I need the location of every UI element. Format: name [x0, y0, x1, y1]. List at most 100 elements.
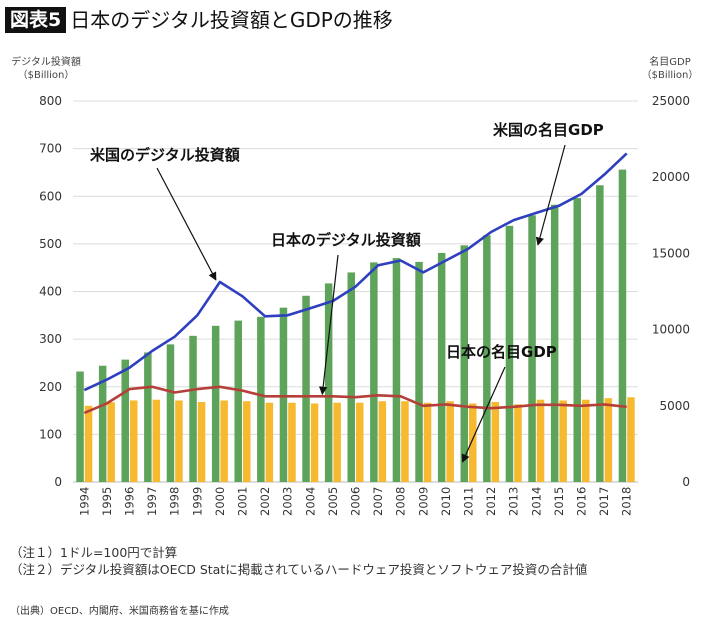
bar-us-gdp	[257, 316, 265, 482]
x-tick-label: 2001	[236, 487, 250, 516]
bar-us-gdp	[144, 352, 152, 482]
x-tick-label: 2000	[213, 487, 227, 516]
bar-us-gdp	[573, 198, 581, 482]
x-tick-label: 1999	[190, 487, 204, 516]
title-row: 図表5 日本のデジタル投資額とGDPの推移	[5, 6, 393, 34]
x-tick-label: 2017	[597, 487, 611, 516]
x-tick-label: 2003	[281, 487, 295, 516]
left-axis-title-line1: デジタル投資額	[11, 57, 81, 68]
x-tick-label: 2005	[326, 487, 340, 516]
bar-us-gdp	[528, 215, 536, 483]
chart: 0 100 200 300 400 500 600 700 800 0 5000 10000 1500…	[39, 94, 690, 516]
x-tick-label: 2006	[349, 487, 363, 516]
x-tick-label: 1995	[100, 487, 114, 516]
left-tick-label: 400	[39, 285, 62, 299]
left-tick-label: 800	[39, 94, 62, 108]
annotation-us-digital-investment-arrow	[156, 167, 217, 281]
bar-us-gdp	[370, 262, 378, 482]
x-tick-label: 2015	[552, 487, 566, 516]
bar-japan-gdp	[130, 400, 138, 482]
x-axis-labels: 1994 1995 1996 1997 1998 1999 2000 2001 2002 2003…	[77, 487, 633, 516]
bar-japan-gdp	[627, 397, 635, 482]
note-1: （注１）1ドル=100円で計算	[10, 545, 178, 560]
annotation-japan-gdp-arrow	[461, 366, 506, 463]
annotation-us-gdp-arrow	[535, 144, 566, 246]
right-axis-title-line1: 名目GDP	[649, 57, 691, 68]
line-us-digital-investment	[83, 152, 628, 392]
bar-us-gdp	[211, 325, 220, 482]
bar-japan-gdp	[536, 399, 545, 482]
bar-japan-gdp	[469, 403, 477, 482]
bar-japan-gdp	[582, 399, 590, 482]
left-tick-label: 700	[39, 142, 62, 156]
right-axis-ticks: 0 5000 10000 15000 20000 25000	[652, 94, 690, 489]
x-tick-label: 2012	[484, 487, 498, 516]
bar-japan-gdp	[220, 400, 228, 482]
x-tick-label: 2014	[529, 487, 543, 516]
annotation-us-gdp-label: 米国の名目GDP	[493, 121, 604, 139]
bar-us-gdp	[392, 258, 401, 482]
bar-us-gdp	[618, 169, 627, 482]
bar-us-gdp	[302, 295, 310, 482]
bar-us-gdp	[347, 272, 355, 482]
left-tick-label: 100	[39, 427, 62, 441]
figure-badge: 図表5	[5, 7, 67, 33]
bar-us-gdp	[415, 261, 423, 482]
bar-japan-gdp	[288, 402, 296, 482]
bar-us-gdp	[324, 283, 333, 482]
bar-japan-gdp	[559, 400, 567, 482]
right-tick-label: 10000	[652, 323, 690, 337]
bar-japan-gdp	[604, 398, 613, 482]
bars	[76, 169, 635, 483]
bar-japan-gdp	[175, 400, 183, 482]
x-tick-label: 1998	[168, 487, 182, 516]
right-axis-title: 名目GDP （$Billion）	[634, 56, 706, 82]
line-japan-digital-investment	[83, 385, 627, 415]
left-tick-label: 600	[39, 189, 62, 203]
left-axis-title: デジタル投資額 （$Billion）	[6, 56, 86, 82]
bar-japan-gdp	[310, 403, 319, 482]
x-tick-label: 1996	[123, 487, 137, 516]
left-tick-label: 200	[39, 380, 62, 394]
right-tick-label: 15000	[652, 246, 690, 260]
annotation-japan-gdp-label: 日本の名目GDP	[446, 343, 557, 361]
right-tick-label: 25000	[652, 94, 690, 108]
left-tick-label: 500	[39, 237, 62, 251]
x-tick-label: 1997	[145, 487, 159, 516]
bar-japan-gdp	[356, 402, 364, 482]
annotation-us-digital-investment-label: 米国のデジタル投資額	[90, 146, 240, 164]
bar-japan-gdp	[84, 405, 93, 482]
annotation-japan-digital-investment-arrow	[318, 254, 339, 396]
x-tick-label: 2018	[620, 487, 634, 516]
bar-us-gdp	[76, 371, 84, 482]
bar-us-gdp	[437, 252, 446, 482]
note-2: （注２）デジタル投資額はOECD Statに掲載されているハードウェア投資とソフ…	[10, 562, 588, 577]
left-axis-title-line2: （$Billion）	[17, 70, 75, 81]
x-tick-label: 2002	[258, 487, 272, 516]
bar-us-gdp	[460, 245, 468, 482]
x-tick-label: 2011	[462, 487, 476, 516]
bar-japan-gdp	[446, 401, 454, 482]
source-note: （出典）OECD、内閣府、米国商務省を基に作成	[10, 606, 229, 617]
bar-japan-gdp	[243, 401, 251, 482]
left-axis-ticks: 0 100 200 300 400 500 600 700 800	[39, 94, 62, 489]
left-tick-label: 0	[54, 475, 62, 489]
right-tick-label: 20000	[652, 170, 690, 184]
x-tick-label: 2008	[394, 487, 408, 516]
right-tick-label: 0	[682, 475, 690, 489]
bar-japan-gdp	[197, 401, 206, 482]
annotation-japan-digital-investment-label: 日本のデジタル投資額	[271, 231, 421, 249]
left-tick-label: 300	[39, 332, 62, 346]
bar-japan-gdp	[514, 404, 522, 482]
bar-us-gdp	[121, 359, 129, 482]
bar-us-gdp	[166, 344, 175, 482]
bar-us-gdp	[505, 225, 514, 482]
bar-us-gdp	[234, 320, 242, 482]
page-title: 日本のデジタル投資額とGDPの推移	[70, 8, 393, 32]
lines	[83, 152, 628, 415]
x-tick-label: 1994	[77, 487, 91, 516]
bar-japan-gdp	[265, 402, 274, 482]
notes: （注１）1ドル=100円で計算 （注２）デジタル投資額はOECD Statに掲載…	[10, 544, 587, 578]
right-tick-label: 5000	[659, 399, 690, 413]
